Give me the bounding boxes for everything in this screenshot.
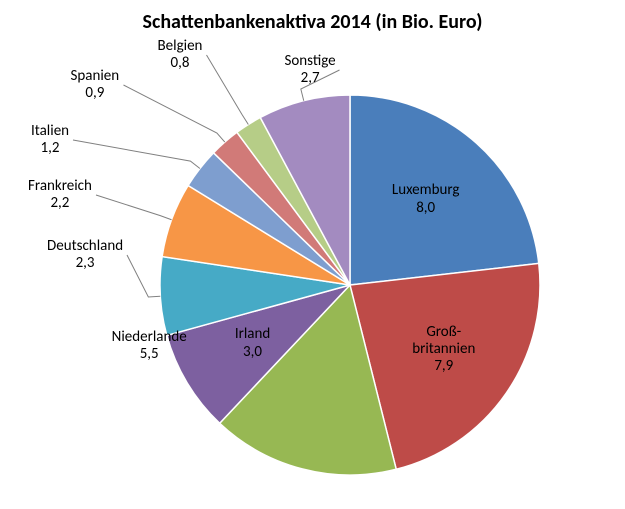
slice-label: Irland 3,0 — [235, 326, 270, 361]
slice-label: Niederlande 5,5 — [112, 329, 187, 364]
slice-label: Luxemburg 8,0 — [392, 182, 460, 217]
slice-label: Belgien 0,8 — [158, 38, 203, 73]
slice-label: Frankreich 2,2 — [28, 178, 92, 213]
chart-container: { "chart": { "type": "pie", "title": "Sc… — [0, 0, 625, 509]
slice-label: Groß- britannien 7,9 — [412, 324, 475, 376]
slice-label: Sonstige 2,7 — [285, 53, 336, 88]
slice-label: Italien 1,2 — [31, 123, 69, 158]
slice-label: Deutschland 2,3 — [47, 238, 123, 273]
slice-label: Spanien 0,9 — [71, 68, 120, 103]
